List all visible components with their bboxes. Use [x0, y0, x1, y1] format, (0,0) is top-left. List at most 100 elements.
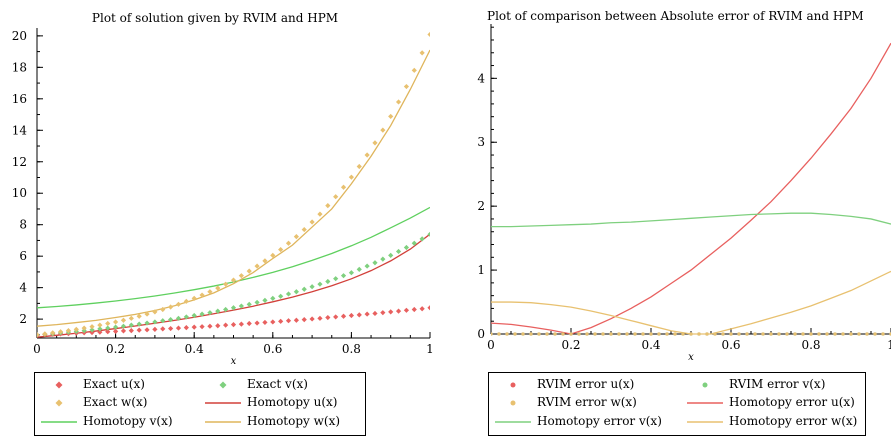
data-point-exact-v-x: [105, 325, 111, 331]
data-point-exact-w-x: [388, 113, 394, 120]
y-tick-label: 4: [19, 281, 27, 295]
error-plot-legend: RVIM error u(x) RVIM error v(x) RVIM error…: [488, 372, 866, 436]
data-point-exact-v-x: [270, 295, 276, 301]
data-point-exact-v-x: [372, 260, 378, 266]
data-point-exact-v-x: [136, 321, 142, 327]
data-point-exact-v-x: [230, 305, 237, 311]
data-point-exact-v-x: [175, 315, 182, 321]
data-point-rvim-error-w-x: [873, 332, 877, 336]
data-point-rvim-error-w-x: [801, 332, 805, 336]
legend-label: RVIM error w(x): [537, 395, 637, 409]
y-tick-label: 2: [477, 199, 485, 213]
data-point-exact-u-x: [333, 314, 339, 320]
data-point-exact-u-x: [340, 313, 347, 319]
data-point-exact-u-x: [262, 319, 268, 326]
data-point-exact-w-x: [246, 268, 252, 274]
x-tick-label: 0.2: [561, 338, 580, 352]
data-point-exact-w-x: [348, 174, 354, 180]
legend-label: RVIM error v(x): [729, 377, 826, 391]
data-point-rvim-error-w-x: [777, 332, 781, 336]
data-point-exact-u-x: [403, 307, 410, 313]
data-point-rvim-error-w-x: [865, 332, 869, 336]
data-point-exact-v-x: [120, 323, 127, 329]
data-point-exact-w-x: [340, 184, 347, 190]
data-point-rvim-error-w-x: [601, 332, 605, 336]
data-point-rvim-error-w-x: [625, 332, 629, 336]
data-point-exact-u-x: [411, 306, 417, 313]
legend-label: Homotopy v(x): [83, 414, 173, 428]
legend-label: Homotopy w(x): [247, 414, 341, 428]
x-tick-label: 0.6: [721, 338, 740, 352]
data-point-exact-u-x: [356, 312, 362, 318]
data-point-exact-u-x: [113, 328, 119, 334]
legend-label: Exact u(x): [83, 377, 145, 391]
data-point-exact-w-x: [207, 289, 213, 295]
data-point-exact-u-x: [89, 329, 95, 336]
x-tick-label: 0.4: [641, 338, 660, 352]
data-point-rvim-error-w-x: [665, 332, 669, 336]
data-point-exact-w-x: [254, 263, 260, 269]
data-point-exact-v-x: [285, 291, 292, 297]
data-point-rvim-error-w-x: [593, 332, 597, 336]
data-point-rvim-error-w-x: [785, 332, 789, 336]
data-point-exact-w-x: [356, 163, 362, 170]
legend-swatch-homotopy-u-x: [205, 402, 241, 404]
data-point-exact-u-x: [285, 318, 292, 324]
data-point-rvim-error-w-x: [793, 332, 797, 336]
data-point-exact-u-x: [301, 316, 307, 323]
data-point-exact-u-x: [120, 328, 127, 334]
y-tick-label: 0: [477, 327, 485, 341]
data-point-rvim-error-w-x: [529, 332, 533, 336]
data-point-exact-u-x: [419, 306, 425, 312]
legend-swatch-rvim-error-w-x: [510, 400, 516, 406]
data-point-exact-w-x: [113, 319, 119, 325]
x-tick-label: 0.8: [801, 338, 820, 352]
legend-swatch-rvim-error-v-x: [702, 382, 708, 388]
data-point-exact-v-x: [89, 327, 95, 333]
data-point-rvim-error-w-x: [721, 332, 725, 336]
data-point-exact-v-x: [262, 297, 268, 303]
data-point-exact-w-x: [50, 330, 56, 336]
data-point-exact-u-x: [97, 329, 103, 335]
data-point-rvim-error-w-x: [753, 332, 757, 336]
data-point-exact-u-x: [152, 326, 158, 332]
data-point-rvim-error-w-x: [705, 332, 709, 336]
data-point-exact-w-x: [262, 258, 268, 264]
data-point-rvim-error-w-x: [825, 332, 829, 336]
data-point-rvim-error-w-x: [761, 332, 765, 336]
data-point-exact-v-x: [364, 263, 370, 269]
y-tick-label: 10: [12, 186, 27, 200]
data-point-exact-w-x: [238, 273, 244, 279]
x-axis-label: x: [231, 356, 237, 367]
data-point-exact-w-x: [223, 281, 229, 287]
data-point-exact-v-x: [278, 293, 284, 299]
data-point-rvim-error-w-x: [713, 332, 717, 336]
data-point-exact-w-x: [301, 226, 307, 233]
data-point-exact-v-x: [191, 312, 197, 319]
data-point-exact-u-x: [207, 323, 213, 329]
data-point-rvim-error-w-x: [729, 332, 733, 336]
data-point-exact-v-x: [388, 252, 394, 258]
data-point-rvim-error-w-x: [609, 332, 613, 336]
data-point-rvim-error-w-x: [841, 332, 845, 336]
data-point-exact-w-x: [411, 67, 417, 73]
data-point-rvim-error-w-x: [649, 332, 653, 336]
data-point-rvim-error-w-x: [849, 332, 853, 336]
data-point-exact-w-x: [105, 320, 111, 327]
data-point-exact-v-x: [144, 320, 150, 326]
data-point-exact-w-x: [191, 295, 197, 301]
data-point-exact-u-x: [309, 316, 315, 322]
legend-swatch-homotopy-error-v-x: [495, 421, 531, 423]
data-point-exact-u-x: [293, 317, 299, 323]
data-point-exact-w-x: [183, 298, 189, 304]
data-point-exact-w-x: [317, 211, 323, 217]
data-point-exact-v-x: [403, 244, 410, 251]
x-tick-label: 0.2: [106, 342, 125, 356]
data-point-exact-w-x: [293, 234, 299, 240]
data-point-exact-w-x: [160, 306, 166, 313]
data-point-exact-v-x: [152, 319, 158, 325]
data-point-rvim-error-w-x: [497, 332, 501, 336]
data-point-exact-u-x: [380, 310, 386, 316]
